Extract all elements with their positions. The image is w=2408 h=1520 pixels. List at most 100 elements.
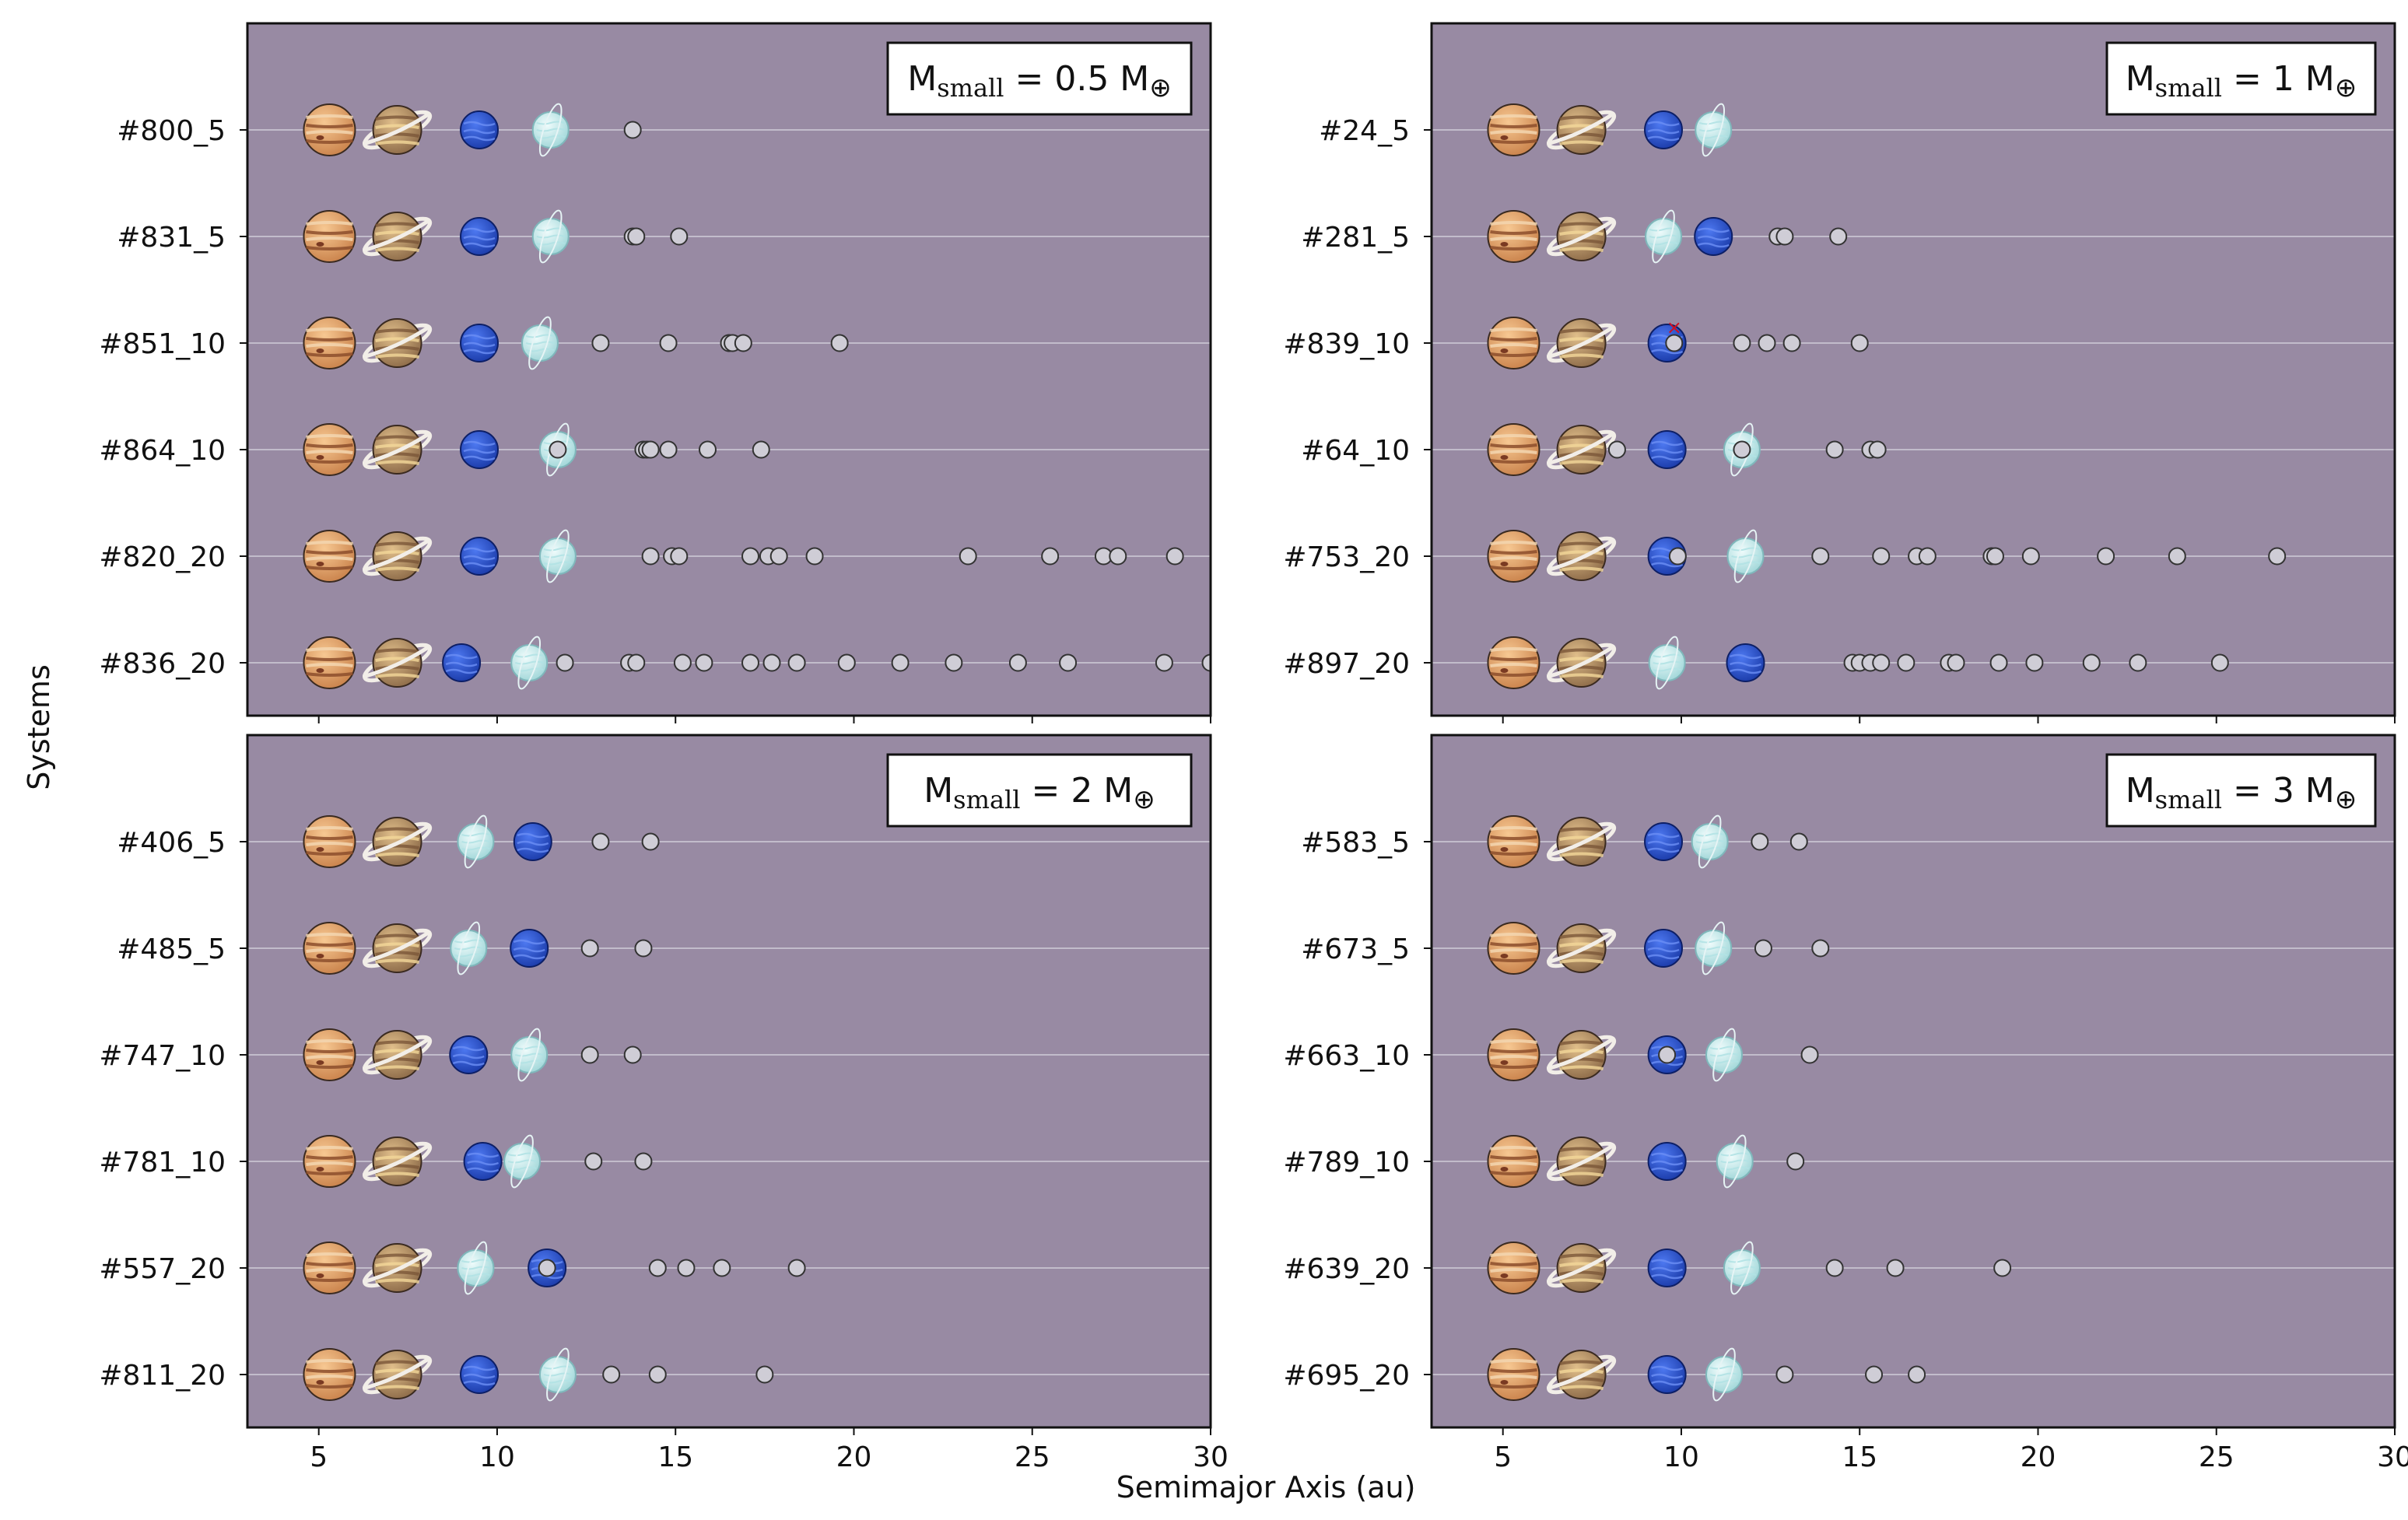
system-row xyxy=(303,636,1211,690)
small-body-icon xyxy=(959,547,977,566)
uranus-icon xyxy=(1695,921,1733,975)
small-body-icon xyxy=(1947,653,1965,672)
saturn-icon xyxy=(1546,923,1617,973)
saturn-icon xyxy=(1546,1030,1617,1080)
small-body-icon xyxy=(1754,939,1772,958)
uranus-icon xyxy=(450,921,488,975)
small-body-icon xyxy=(1155,653,1173,672)
small-body-icon xyxy=(1811,547,1830,566)
saturn-icon xyxy=(362,1136,433,1186)
panel-frame xyxy=(246,734,1212,1429)
uranus-icon xyxy=(1723,1241,1761,1295)
uranus-icon xyxy=(457,1241,495,1295)
small-body-icon xyxy=(549,440,567,459)
small-body-icon xyxy=(673,653,692,672)
mass-legend: Msmall = 0.5 M⊕ xyxy=(886,41,1193,116)
x-axis-title: Semimajor Axis (au) xyxy=(1116,1470,1416,1504)
x-tick-label: 25 xyxy=(1015,1441,1050,1473)
neptune-icon xyxy=(463,1142,503,1181)
uranus-icon xyxy=(531,103,570,157)
x-tick-label: 20 xyxy=(836,1441,872,1473)
small-body-icon xyxy=(641,832,660,851)
neptune-icon xyxy=(1647,430,1687,469)
small-body-icon xyxy=(769,547,788,566)
small-body-icon xyxy=(1782,334,1801,352)
x-tick-label: 5 xyxy=(310,1441,328,1473)
small-body-icon xyxy=(713,1259,731,1277)
small-body-icon xyxy=(1665,334,1684,352)
system-row xyxy=(303,1028,642,1082)
system-label: #789_10 xyxy=(1283,1147,1410,1179)
saturn-icon xyxy=(1546,817,1617,867)
system-row xyxy=(303,1134,653,1189)
x-tick-label: 30 xyxy=(1193,1441,1229,1473)
jupiter-icon xyxy=(303,530,356,583)
panel-4: #583_5 #673_5 #663_10 #789_10 #639_20 #695_20… xyxy=(1283,734,2408,1473)
small-body-icon xyxy=(627,227,646,246)
system-label: #781_10 xyxy=(99,1147,226,1179)
system-label: #639_20 xyxy=(1283,1253,1410,1285)
uranus-icon xyxy=(1695,103,1733,157)
small-body-icon xyxy=(1850,334,1869,352)
saturn-icon xyxy=(1546,212,1617,261)
small-body-icon xyxy=(734,334,752,352)
small-body-icon xyxy=(1041,547,1060,566)
small-body-icon xyxy=(762,653,781,672)
saturn-icon xyxy=(1546,531,1617,581)
jupiter-icon xyxy=(1487,636,1540,689)
system-row xyxy=(303,316,849,370)
small-body-icon xyxy=(1872,653,1891,672)
uranus-icon xyxy=(503,1134,542,1189)
small-body-icon xyxy=(945,653,963,672)
small-body-icon xyxy=(1993,1259,2012,1277)
small-body-icon xyxy=(1918,547,1937,566)
small-body-icon xyxy=(755,1365,774,1384)
small-body-icon xyxy=(805,547,824,566)
marks xyxy=(303,814,806,1402)
small-body-icon xyxy=(659,334,678,352)
jupiter-icon xyxy=(303,1028,356,1081)
small-body-icon xyxy=(1872,547,1891,566)
small-body-icon xyxy=(1868,440,1887,459)
jupiter-icon xyxy=(303,1348,356,1401)
small-body-icon xyxy=(1165,547,1184,566)
small-body-icon xyxy=(2210,653,2229,672)
jupiter-icon xyxy=(1487,103,1540,156)
small-body-icon xyxy=(659,440,678,459)
x-tick-label: 25 xyxy=(2199,1441,2234,1473)
neptune-icon xyxy=(513,822,552,861)
jupiter-icon xyxy=(303,103,356,156)
small-body-icon xyxy=(1751,832,1769,851)
small-body-icon xyxy=(1733,440,1751,459)
saturn-icon xyxy=(1546,1350,1617,1399)
x-tick-label: 10 xyxy=(479,1441,515,1473)
system-label: #800_5 xyxy=(117,115,226,147)
neptune-icon xyxy=(460,1355,499,1394)
system-label: #836_20 xyxy=(99,648,226,680)
jupiter-icon xyxy=(1487,423,1540,476)
system-row xyxy=(303,529,1184,583)
small-body-icon xyxy=(580,1045,599,1064)
system-label: #839_10 xyxy=(1283,328,1410,360)
system-label: #406_5 xyxy=(117,827,226,859)
marks: × xyxy=(1487,103,2287,690)
system-row xyxy=(303,422,770,477)
panel-frame xyxy=(1430,734,2396,1429)
x-tick-label: 15 xyxy=(1842,1441,1877,1473)
uranus-icon xyxy=(521,316,559,370)
small-body-icon xyxy=(787,1259,806,1277)
system-label: #753_20 xyxy=(1283,541,1410,573)
neptune-icon xyxy=(1644,822,1684,861)
small-body-icon xyxy=(634,939,653,958)
saturn-icon xyxy=(362,1243,433,1293)
system-row xyxy=(1487,1028,1819,1082)
small-body-icon xyxy=(1789,832,1808,851)
small-body-icon xyxy=(1986,547,2004,566)
small-body-icon xyxy=(2097,547,2115,566)
small-body-icon xyxy=(698,440,717,459)
neptune-icon xyxy=(1647,1142,1687,1181)
system-row xyxy=(303,921,653,975)
small-body-icon xyxy=(1886,1259,1905,1277)
small-body-icon xyxy=(1008,653,1027,672)
jupiter-icon xyxy=(303,1135,356,1188)
